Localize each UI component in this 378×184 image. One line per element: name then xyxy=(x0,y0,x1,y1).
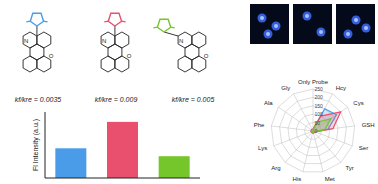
carbonyl xyxy=(44,20,48,22)
spoke xyxy=(303,131,313,172)
category-label: Arg xyxy=(271,165,280,171)
bar xyxy=(107,122,138,178)
spoke xyxy=(313,131,323,172)
cell-image xyxy=(336,4,375,44)
bond xyxy=(36,26,37,36)
atom-n: N xyxy=(24,38,28,44)
cell-image xyxy=(293,4,332,44)
category-label: Gly xyxy=(281,85,290,91)
cell-core xyxy=(274,24,278,28)
figure: NONONOkf/kre = 0.0035kf/kre = 0.009kf/kr… xyxy=(0,0,378,184)
ring xyxy=(101,56,115,72)
radar-grid xyxy=(271,89,354,172)
maleimide xyxy=(157,19,170,32)
image-bg xyxy=(250,4,289,44)
structure: NO xyxy=(153,19,208,72)
atom-o: O xyxy=(204,53,209,59)
cell-core xyxy=(266,32,270,36)
image-bg xyxy=(336,4,375,44)
carbonyl xyxy=(153,26,157,28)
category-label: Met xyxy=(325,176,335,182)
r-tick-label: 0 xyxy=(315,128,318,134)
spoke xyxy=(313,89,314,131)
r-tick-label: 150 xyxy=(315,103,324,109)
spoke xyxy=(293,94,313,131)
atom-n: N xyxy=(179,38,183,44)
bar xyxy=(55,148,86,178)
r-tick-label: 50 xyxy=(315,120,321,126)
atom-o: O xyxy=(49,53,54,59)
carbonyl xyxy=(104,20,108,22)
cell xyxy=(303,12,312,21)
cell-image xyxy=(250,4,289,44)
radar-line xyxy=(311,112,341,133)
r-tick-label: 100 xyxy=(315,111,324,117)
atom-o: O xyxy=(127,53,132,59)
y-axis xyxy=(45,112,46,178)
cell xyxy=(264,30,273,39)
y-label: Fl Intensity (a.u.) xyxy=(32,119,40,171)
ring xyxy=(178,56,192,72)
maleimide xyxy=(108,13,121,26)
carbonyl xyxy=(171,26,175,28)
spoke xyxy=(285,131,313,162)
cell xyxy=(258,14,267,23)
maleimide xyxy=(30,13,43,26)
r-tick-label: 250 xyxy=(315,86,324,92)
category-label: Ser xyxy=(359,145,368,151)
bar xyxy=(159,156,190,178)
atom-n: N xyxy=(102,38,106,44)
cell xyxy=(272,22,281,31)
category-label: GSH xyxy=(362,122,375,128)
category-label: Lys xyxy=(258,145,267,151)
rate-ratio: kf/kre = 0.009 xyxy=(95,96,138,103)
category-label: Cys xyxy=(353,100,363,106)
spoke xyxy=(278,107,313,131)
structure: NO xyxy=(101,13,132,72)
rate-ratio: kf/kre = 0.005 xyxy=(172,96,215,103)
cell-core xyxy=(364,26,368,30)
cell-core xyxy=(305,14,309,18)
radar-series xyxy=(311,109,341,133)
x-axis xyxy=(45,178,200,179)
rate-ratio: kf/kre = 0.0035 xyxy=(15,96,62,103)
cell-core xyxy=(260,16,264,20)
cell xyxy=(352,16,361,25)
ring xyxy=(23,56,37,72)
spoke xyxy=(274,131,313,146)
cell xyxy=(317,28,326,37)
category-label: His xyxy=(293,176,302,182)
category-label: Ala xyxy=(264,100,273,106)
structure: NO xyxy=(23,13,54,72)
spoke xyxy=(313,131,341,162)
category-label: Only Probe xyxy=(298,79,329,85)
cell-core xyxy=(319,30,323,34)
category-label: Tyr xyxy=(345,165,353,171)
spoke xyxy=(313,131,352,146)
bars xyxy=(55,122,189,178)
bond xyxy=(164,32,178,36)
category-label: Hcy xyxy=(336,85,346,91)
image-bg xyxy=(293,4,332,44)
cell-core xyxy=(346,32,350,36)
carbonyl xyxy=(26,20,30,22)
category-label: Phe xyxy=(254,122,265,128)
cell xyxy=(344,30,353,39)
bond xyxy=(114,26,115,36)
r-tick-label: 200 xyxy=(315,94,324,100)
cell xyxy=(362,24,371,33)
carbonyl xyxy=(122,20,126,22)
cell-core xyxy=(354,18,358,22)
